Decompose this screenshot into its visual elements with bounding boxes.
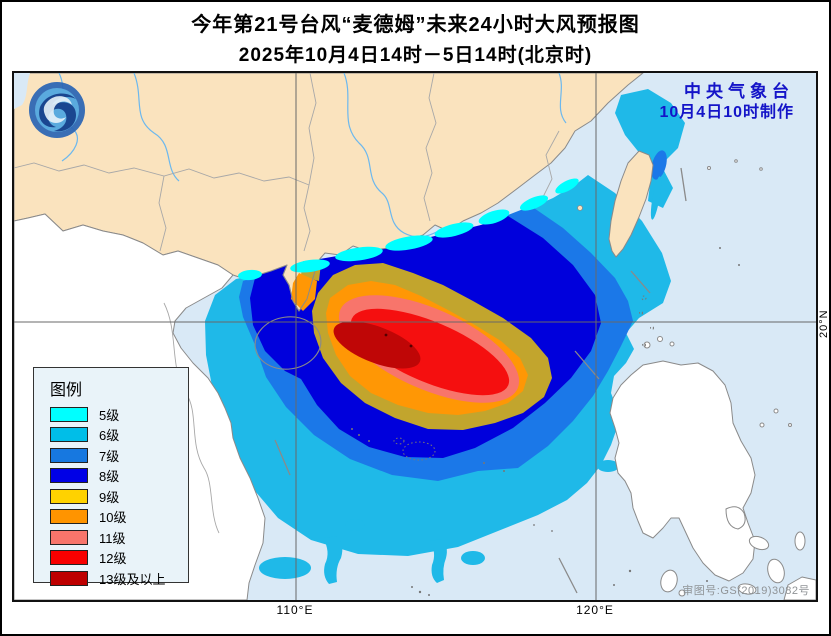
chart-title: 今年第21号台风“麦德姆”未来24小时大风预报图 (191, 14, 640, 36)
lat-tick-20n: 20°N (818, 309, 830, 338)
legend-label: 13级及以上 (99, 571, 166, 587)
storm-center-dot (384, 333, 388, 337)
small-islet-dots (351, 247, 740, 596)
wind-level13-area (333, 321, 421, 369)
legend-label: 12级 (99, 551, 127, 567)
leizhou-outline (282, 260, 319, 312)
wind-level6-patches (259, 89, 685, 584)
agency-name: 中央气象台 (684, 82, 794, 101)
map-attribution: 审图号:GS(2019)3082号 (682, 585, 810, 597)
legend-title: 图例 (50, 382, 83, 399)
map-area: 中央气象台 10月4日10时制作 图例 5级 6级 7级 8级 9级 10级 1… (12, 71, 818, 602)
legend-item: 8级 (50, 466, 188, 487)
legend-swatch (50, 570, 88, 586)
legend-item: 5级 (50, 404, 188, 425)
legend-swatch (50, 550, 88, 566)
legend-label: 9级 (99, 489, 120, 505)
legend-swatch (50, 447, 88, 463)
legend-item: 12级 (50, 548, 188, 569)
legend-label: 8级 (99, 469, 120, 485)
philippines-islands (609, 159, 816, 600)
legend-item: 13级及以上 (50, 568, 188, 589)
legend-swatch (50, 509, 88, 525)
legend-box: 图例 5级 6级 7级 8级 9级 10级 11级 12级 13级及以上 (33, 367, 189, 587)
legend-item: 10级 (50, 507, 188, 528)
legend-item: 9级 (50, 486, 188, 507)
chart-valid-period: 2025年10月4日14时－5日14时(北京时) (238, 45, 593, 66)
taiwan-island (608, 150, 654, 258)
taiwan-east-coast-lv6-fringe (650, 176, 662, 220)
hainan-outline (254, 316, 322, 370)
legend-item: 7级 (50, 445, 188, 466)
province-borders (14, 73, 560, 252)
lon-tick-110e: 110°E (276, 603, 314, 617)
agency-issue-time: 10月4日10时制作 (659, 104, 794, 121)
legend-label: 10级 (99, 510, 127, 526)
legend-label: 7级 (99, 448, 120, 464)
title-block: 今年第21号台风“麦德姆”未来24小时大风预报图 2025年10月4日14时－5… (2, 8, 829, 67)
legend-swatch (50, 468, 88, 484)
wind-level7-taiwan-core (651, 150, 667, 180)
penghu-islet (577, 205, 583, 211)
legend-swatch (50, 427, 88, 443)
dash-line-segments (274, 167, 687, 594)
legend-label: 11级 (99, 530, 126, 546)
legend-swatch (50, 488, 88, 504)
agency-block: 中央气象台 10月4日10时制作 (660, 81, 795, 123)
lon-tick-120e: 120°E (576, 603, 614, 617)
wind-level12-area (350, 308, 510, 396)
cma-logo-icon (29, 82, 85, 138)
legend-label: 5级 (99, 407, 120, 423)
reef-dotted-outlines (393, 295, 654, 461)
graticule-lines (14, 73, 816, 600)
leizhou-lv10-overlay (291, 273, 317, 311)
laos-border (163, 302, 220, 534)
wind-level5-strips (238, 178, 579, 281)
legend-swatch (50, 529, 88, 545)
wind-map-canvas (14, 73, 816, 600)
legend-label: 6级 (99, 428, 120, 444)
corner-sea-wedge (14, 73, 30, 109)
legend-swatch (50, 406, 88, 422)
legend-item: 6级 (50, 425, 188, 446)
storm-center-dot2 (409, 344, 413, 348)
legend-item: 11级 (50, 527, 188, 548)
